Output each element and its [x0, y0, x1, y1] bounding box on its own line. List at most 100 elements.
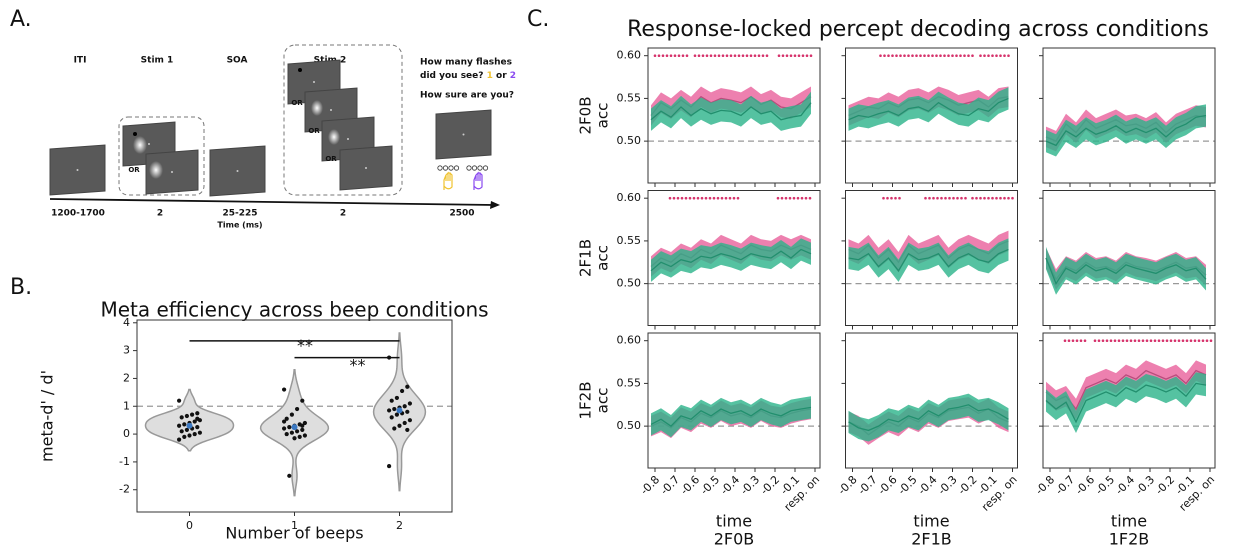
error-band: [848, 238, 1009, 282]
timeline: [49, 198, 496, 206]
significance-dot: [1007, 196, 1010, 200]
x-tick-label: -0.5: [1093, 473, 1117, 497]
significance-dot: [1161, 339, 1165, 342]
significance-dot: [894, 196, 897, 200]
data-point: [179, 429, 184, 434]
significance-dot: [1105, 339, 1109, 342]
significance-dot: [923, 54, 926, 57]
significance-dot: [704, 196, 708, 200]
significance-dot: [1063, 339, 1067, 342]
significance-dot: [971, 196, 974, 200]
significance-dot: [898, 196, 901, 200]
data-point: [192, 431, 197, 437]
significance-dot: [919, 54, 922, 57]
significance-dot: [785, 54, 789, 57]
significance-dot: [761, 54, 765, 57]
significance-dot: [737, 54, 741, 57]
significance-dot: [991, 196, 994, 200]
significance-dot: [781, 54, 785, 57]
y-tick-label: 0.50: [617, 419, 642, 432]
significance-dot: [733, 54, 737, 57]
significance-dot: [804, 196, 808, 200]
x-tick-label: -0.8: [638, 473, 662, 497]
x-tick-label: 0: [186, 519, 193, 532]
significance-dot: [725, 54, 729, 57]
significance-dot: [1193, 339, 1197, 342]
significance-dot: [931, 54, 934, 57]
significance-dot: [1007, 54, 1010, 57]
blob: [328, 129, 340, 145]
significance-dot: [1083, 339, 1087, 342]
data-point: [407, 401, 412, 406]
significance-dot: [736, 196, 740, 200]
center-point: [186, 422, 193, 429]
x-axis-label: time: [1111, 512, 1147, 531]
significance-dot: [1125, 339, 1129, 342]
time-axis-label: Time (ms): [217, 221, 262, 230]
x-axis-label: 2F1B: [911, 530, 952, 548]
x-axis-label: Number of beeps: [225, 524, 363, 543]
plot-frame: [845, 190, 1018, 326]
x-tick-label: -0.3: [935, 473, 959, 497]
question-part: did you see?: [420, 71, 483, 81]
significance-dot: [939, 54, 942, 57]
question: How many flashes: [420, 58, 512, 68]
plot-frame: [845, 47, 1018, 184]
significance-dot: [1117, 339, 1121, 342]
question: did you see? 1 or 2: [420, 71, 516, 81]
significance-dot: [1109, 339, 1113, 342]
significance-dot: [1137, 339, 1141, 342]
significance-label: **: [297, 336, 313, 355]
y-tick-label: 2: [123, 371, 130, 384]
rating-dot: [453, 165, 460, 171]
flash-dot: [298, 68, 302, 72]
significance-dot: [899, 54, 902, 57]
significance-dot: [890, 196, 893, 200]
significance-dot: [1129, 339, 1133, 342]
significance-dot: [669, 54, 673, 57]
significance-dot: [673, 54, 677, 57]
center-point: [396, 407, 403, 414]
significance-dot: [1079, 339, 1083, 342]
x-tick-label: 1: [291, 519, 298, 532]
significance-dot: [1165, 339, 1169, 342]
data-point: [177, 423, 182, 428]
significance-dot: [796, 196, 800, 200]
plot-frame: [647, 190, 821, 326]
significance-dot: [983, 196, 986, 200]
significance-dot: [677, 54, 681, 57]
y-tick-label: 0.50: [617, 134, 642, 147]
y-axis-label: 1F2B: [577, 381, 595, 419]
data-point: [184, 413, 189, 419]
duration-label: 2: [340, 209, 346, 219]
significance-dot: [757, 54, 761, 57]
mean-line: [650, 102, 812, 121]
data-point: [282, 426, 287, 431]
significance-dot: [1003, 54, 1006, 57]
significance-dot: [1149, 339, 1153, 342]
data-point: [190, 412, 195, 417]
data-point: [402, 404, 407, 409]
significance-dot: [895, 54, 898, 57]
data-point: [302, 433, 307, 438]
significance-dot: [1205, 339, 1209, 342]
significance-dot: [688, 196, 692, 200]
significance-dot: [653, 54, 657, 57]
data-point: [192, 419, 197, 424]
significance-dot: [720, 196, 724, 200]
data-point: [400, 388, 405, 394]
mean-line: [848, 248, 1009, 272]
x-tick-label: -0.7: [855, 473, 879, 497]
data-point: [405, 409, 410, 414]
significance-dot: [1011, 196, 1014, 200]
x-axis-label: time: [716, 512, 752, 531]
duration-label: 2: [157, 209, 163, 219]
significance-dot: [987, 54, 990, 57]
significance-dot: [692, 196, 696, 200]
fixation: [236, 170, 239, 172]
or-label: OR: [128, 166, 140, 174]
duration-label: 1200-1700: [51, 209, 105, 219]
y-axis-label: meta-d' / d': [38, 370, 57, 462]
significance-dot: [808, 196, 812, 200]
